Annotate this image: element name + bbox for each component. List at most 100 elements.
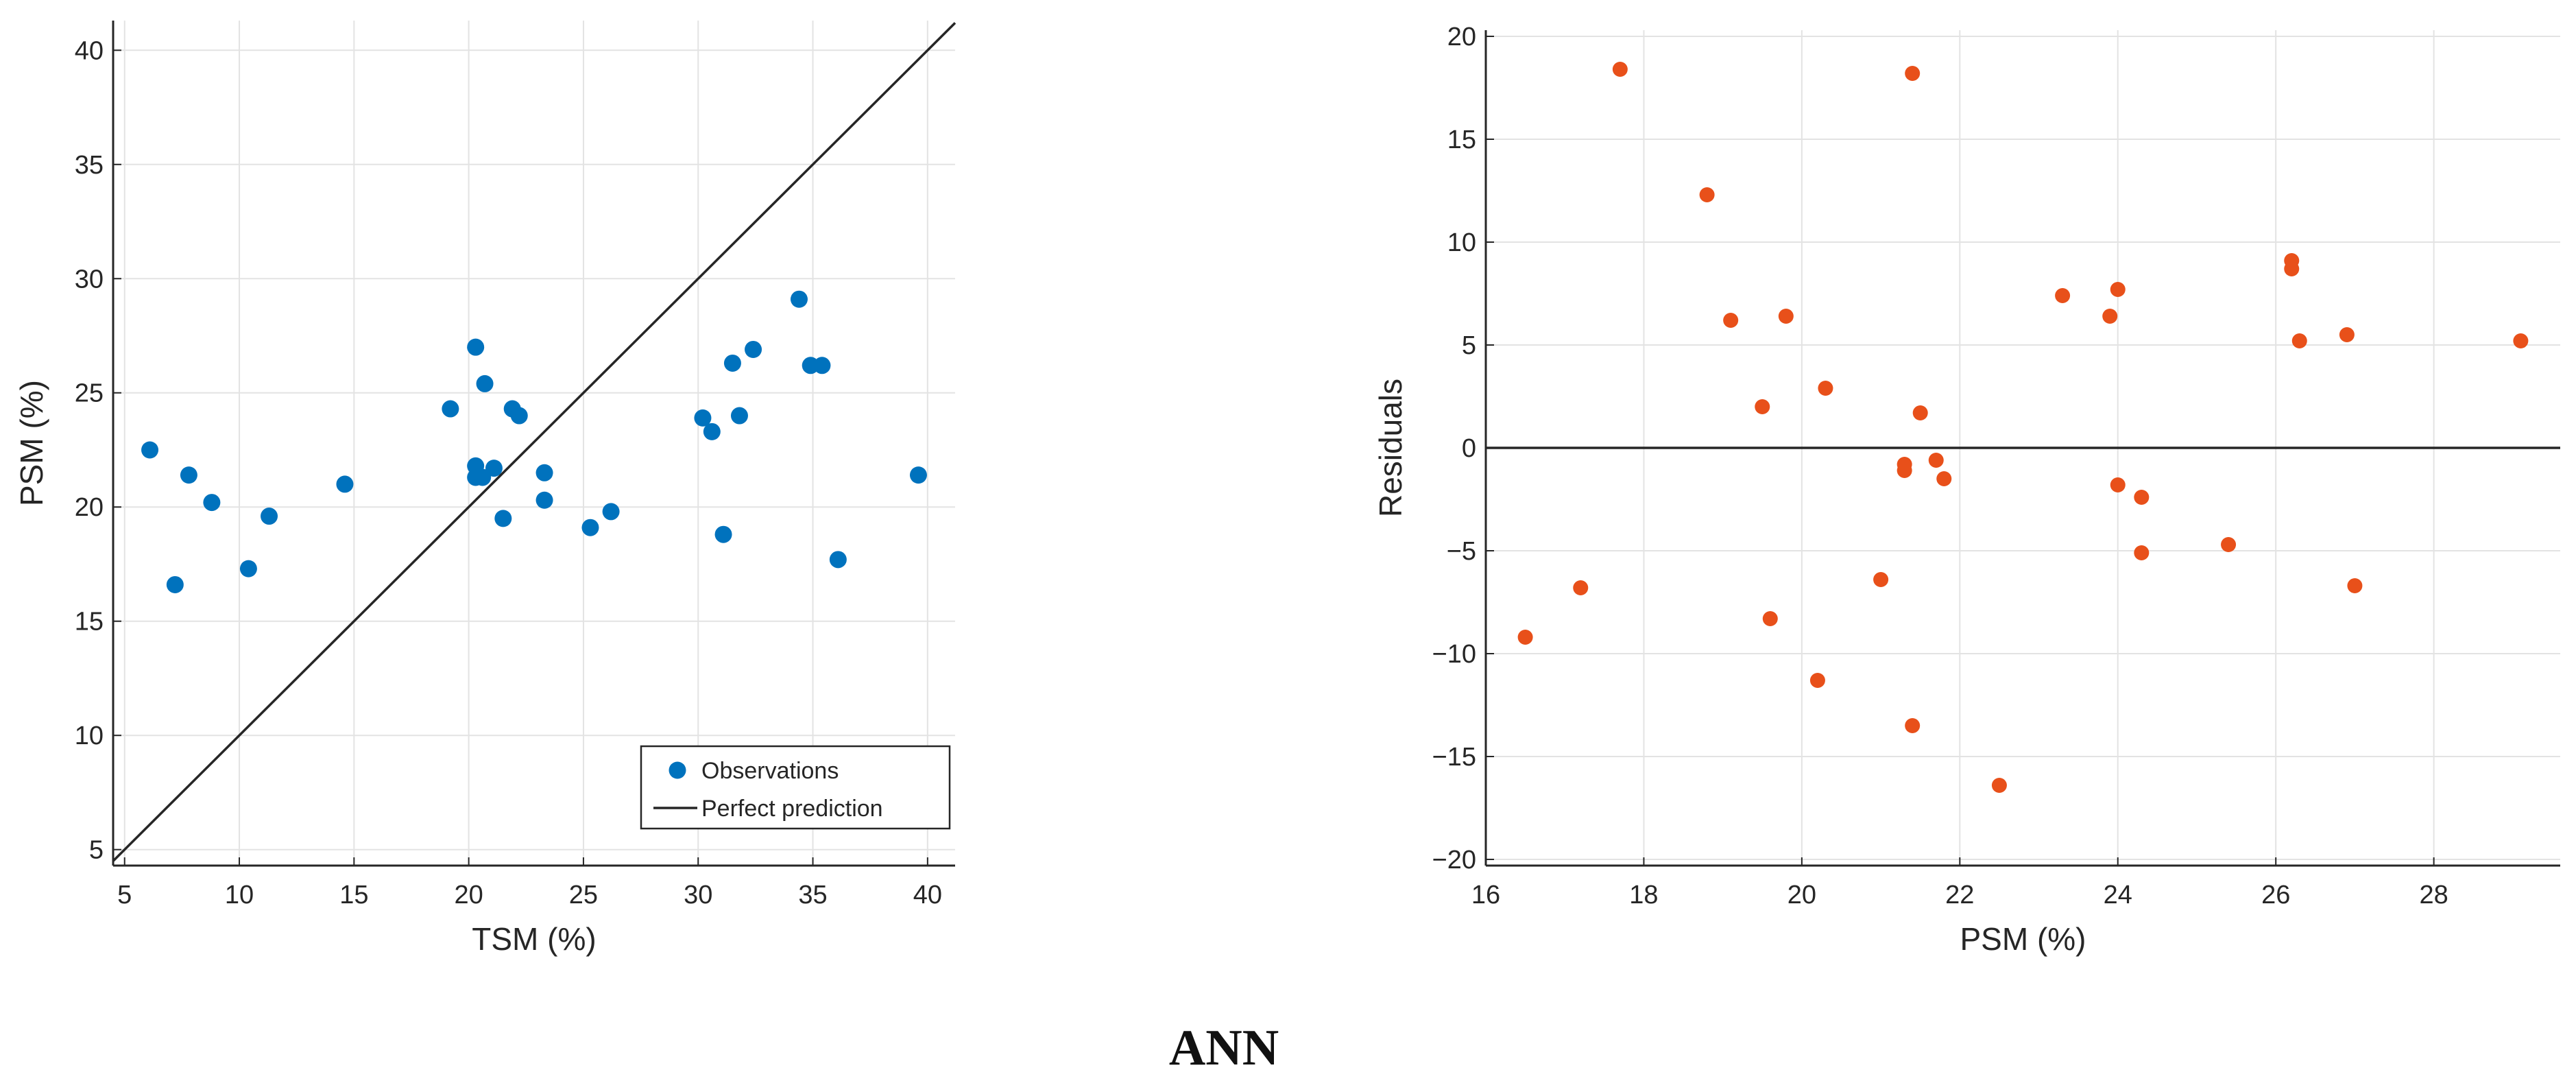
y-tick-label-30: 30 [75, 265, 104, 294]
obs-point-20 [602, 503, 620, 521]
obs-point-3 [203, 494, 221, 512]
res-point-15 [1912, 405, 1928, 420]
y-tick-label-40: 40 [75, 36, 104, 65]
x-tick-label-16: 16 [1471, 881, 1500, 909]
res-point-17 [1936, 471, 1952, 486]
obs-point-7 [442, 400, 459, 418]
res-point-18 [1991, 778, 2007, 793]
res-point-28 [2291, 333, 2307, 348]
y-tick-label-10: 10 [75, 722, 104, 750]
obs-point-24 [723, 354, 741, 372]
res-point-19 [2055, 288, 2071, 303]
res-point-31 [2513, 333, 2529, 348]
res-point-6 [1762, 611, 1778, 626]
x-tick-label-25: 25 [569, 881, 598, 909]
res-point-30 [2347, 578, 2363, 593]
y-tick-label-15: 15 [75, 608, 104, 636]
obs-point-23 [714, 525, 732, 543]
obs-point-5 [261, 508, 278, 525]
res-point-5 [1755, 399, 1770, 414]
residuals-plot: 16 18 20 22 24 26 28 −20 −15 −10 −5 0 5 10 15 20 PSM (%)… [1373, 23, 2560, 957]
x-tick-label-20: 20 [1787, 881, 1816, 909]
obs-point-16 [510, 407, 528, 425]
y-tick-label-0: 0 [1462, 434, 1476, 463]
obs-point-8 [467, 338, 485, 356]
y-tick-label--20: −20 [1432, 846, 1476, 874]
obs-point-29 [813, 357, 831, 374]
x-tick-label-5: 5 [117, 881, 132, 909]
y-tick-label-5: 5 [1462, 331, 1476, 360]
x-tick-label-26: 26 [2261, 881, 2290, 909]
y-axis-label: Residuals [1373, 379, 1408, 517]
obs-point-1 [166, 575, 184, 593]
obs-point-27 [790, 290, 808, 308]
legend-observations-marker [669, 761, 686, 779]
x-tick-label-10: 10 [225, 881, 254, 909]
res-point-20 [2102, 309, 2118, 324]
obs-point-0 [141, 441, 159, 459]
y-tick-label-35: 35 [75, 151, 104, 180]
y-tick-label--5: −5 [1447, 537, 1476, 566]
x-tick-label-28: 28 [2420, 881, 2448, 909]
obs-point-31 [909, 466, 927, 484]
res-point-25 [2221, 537, 2237, 552]
obs-point-18 [535, 491, 553, 509]
res-point-21 [2110, 477, 2126, 492]
y-tick-label-20: 20 [75, 493, 104, 522]
x-tick-label-20: 20 [454, 881, 483, 909]
predicted-vs-observed-plot: 5 10 15 20 25 30 35 40 5 10 15 20 25 30 35 40 TSM (%) PSM… [14, 21, 956, 957]
obs-point-22 [703, 423, 721, 440]
x-axis-label: PSM (%) [1960, 921, 2086, 957]
res-point-4 [1723, 313, 1739, 328]
x-tick-label-30: 30 [684, 881, 712, 909]
res-point-3 [1699, 187, 1715, 202]
res-point-14 [1905, 718, 1921, 733]
res-point-27 [2284, 261, 2300, 276]
obs-point-25 [730, 407, 748, 425]
legend-observations-label: Observations [701, 758, 839, 784]
res-point-7 [1778, 309, 1794, 324]
obs-point-2 [180, 466, 197, 484]
res-point-9 [1818, 381, 1833, 396]
y-tick-label-10: 10 [1447, 228, 1476, 257]
y-axis-label: PSM (%) [14, 380, 49, 506]
obs-point-4 [239, 560, 257, 578]
y-tick-label-5: 5 [89, 836, 104, 865]
legend-perfect-prediction-label: Perfect prediction [701, 796, 883, 822]
y-tick-label-20: 20 [1447, 23, 1476, 51]
y-tick-label-15: 15 [1447, 126, 1476, 154]
obs-point-12 [476, 374, 494, 392]
res-point-16 [1928, 453, 1944, 468]
y-tick-label-25: 25 [75, 379, 104, 408]
obs-point-14 [494, 510, 512, 527]
x-tick-label-24: 24 [2104, 881, 2132, 909]
res-point-29 [2339, 327, 2355, 342]
res-point-2 [1612, 62, 1628, 77]
x-tick-label-22: 22 [1945, 881, 1974, 909]
legend-box [640, 745, 951, 830]
res-point-12 [1897, 463, 1912, 478]
obs-point-21 [694, 409, 712, 427]
res-point-0 [1517, 630, 1533, 645]
figure-caption: ANN [1169, 1020, 1279, 1076]
x-tick-label-18: 18 [1629, 881, 1658, 909]
res-point-22 [2110, 282, 2126, 297]
obs-point-13 [485, 460, 503, 477]
y-tick-label--10: −10 [1432, 640, 1476, 669]
obs-point-6 [336, 475, 354, 493]
res-point-8 [1809, 673, 1825, 688]
y-tick-label--15: −15 [1432, 743, 1476, 772]
obs-point-26 [745, 340, 762, 358]
res-point-24 [2134, 545, 2150, 560]
res-point-10 [1873, 572, 1889, 587]
x-axis-label: TSM (%) [472, 921, 596, 957]
obs-point-17 [535, 464, 553, 481]
x-tick-label-40: 40 [913, 881, 942, 909]
res-point-1 [1573, 580, 1589, 595]
obs-point-19 [581, 519, 599, 536]
res-point-13 [1905, 66, 1921, 81]
perfect-prediction-line [112, 22, 956, 862]
x-tick-label-15: 15 [339, 881, 368, 909]
obs-point-11 [474, 468, 492, 486]
